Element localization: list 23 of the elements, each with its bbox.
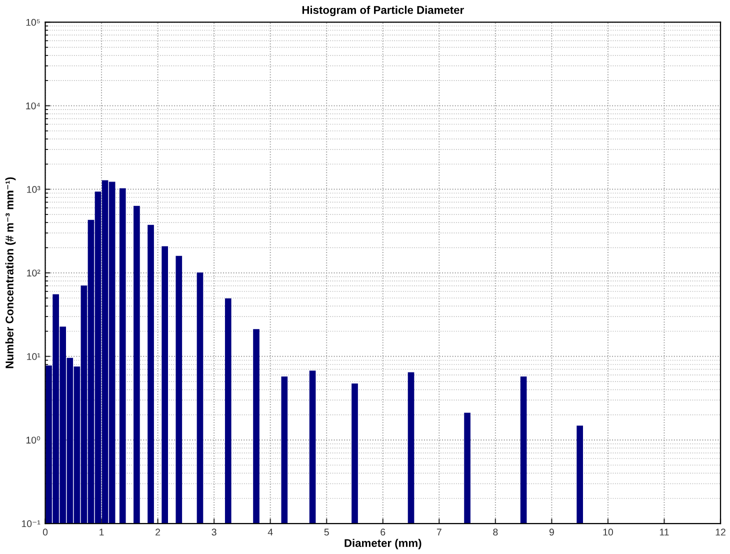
y-tick-label: 10⁴ <box>26 102 40 110</box>
y-tick-label: 10⁵ <box>26 18 40 26</box>
x-tick-label: 10 <box>603 528 613 536</box>
y-tick-label: 10⁻¹ <box>22 520 40 528</box>
x-tick-label: 12 <box>716 528 726 536</box>
y-tick-label: 10² <box>27 270 40 276</box>
x-tick-label: 8 <box>493 528 498 536</box>
x-tick-label: 5 <box>324 528 329 536</box>
x-tick-label: 4 <box>268 528 273 536</box>
x-tick-label: 2 <box>156 528 160 536</box>
x-axis-title: Diameter (mm) <box>344 538 422 550</box>
x-tick-label: 9 <box>549 528 554 536</box>
x-tick-label: 3 <box>212 528 216 536</box>
x-tick-label: 6 <box>380 528 386 536</box>
y-tick-label: 10³ <box>27 186 40 193</box>
chart-title: Histogram of Particle Diameter <box>302 6 464 16</box>
y-axis-title: Number Concentration (# m⁻³ mm⁻¹) <box>5 177 16 368</box>
x-tick-label: 11 <box>660 528 669 536</box>
x-tick-label: 7 <box>436 528 442 536</box>
y-tick-label: 10¹ <box>27 353 40 360</box>
x-tick-label: 0 <box>42 528 48 536</box>
y-tick-label: 10⁰ <box>26 436 40 444</box>
x-tick-label: 1 <box>100 528 104 536</box>
